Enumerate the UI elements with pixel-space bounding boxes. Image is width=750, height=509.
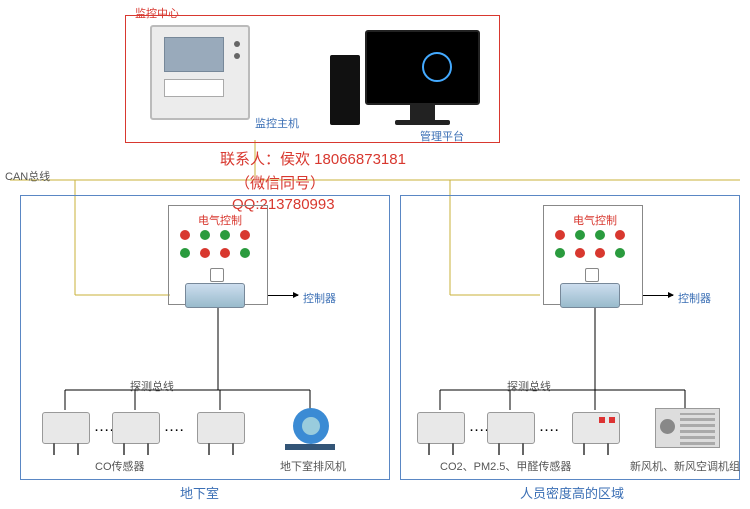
- fresh-air-unit: [655, 408, 720, 448]
- wechat-text: （微信同号）: [235, 172, 325, 193]
- env-sensor-label: CO2、PM2.5、甲醛传感器: [440, 458, 571, 474]
- left-controller-label: 控制器: [303, 290, 336, 306]
- plug-icon: [585, 268, 599, 282]
- left-controller: [185, 283, 245, 308]
- co-sensor-label: CO传感器: [95, 458, 145, 474]
- platform-base: [395, 120, 450, 125]
- dot: [200, 248, 210, 258]
- dot: [595, 248, 605, 258]
- co-sensor: [112, 412, 160, 444]
- dot: [595, 230, 605, 240]
- dot: [240, 248, 250, 258]
- dot: [555, 230, 565, 240]
- platform-stand: [410, 105, 435, 120]
- co-sensor: [42, 412, 90, 444]
- contact-text: 联系人：侯欢 18066873181: [220, 148, 406, 169]
- host-device: [150, 25, 250, 120]
- dot: [240, 230, 250, 240]
- monitor-center-label: 监控中心: [135, 5, 179, 21]
- plug-icon: [210, 268, 224, 282]
- dot: [615, 230, 625, 240]
- platform-label: 管理平台: [420, 128, 464, 144]
- env-sensor: [417, 412, 465, 444]
- left-elec-label: 电气控制: [198, 212, 242, 228]
- highdensity-label: 人员密度高的区域: [520, 483, 624, 502]
- right-elec-label: 电气控制: [573, 212, 617, 228]
- dot: [615, 248, 625, 258]
- dot: [180, 230, 190, 240]
- fan-icon: [285, 408, 335, 450]
- can-bus-label: CAN总线: [5, 168, 50, 184]
- dot: [200, 230, 210, 240]
- right-controller: [560, 283, 620, 308]
- platform-monitor: [365, 30, 480, 105]
- env-sensor: [487, 412, 535, 444]
- right-controller-label: 控制器: [678, 290, 711, 306]
- basement-label: 地下室: [180, 483, 219, 502]
- host-label: 监控主机: [255, 115, 299, 131]
- dot: [575, 248, 585, 258]
- dot: [220, 230, 230, 240]
- co-sensor: [197, 412, 245, 444]
- right-detect-label: 探测总线: [507, 378, 551, 394]
- dot: [220, 248, 230, 258]
- arrow-icon: [643, 295, 673, 296]
- dot: [575, 230, 585, 240]
- dot: [180, 248, 190, 258]
- platform-tower: [330, 55, 360, 125]
- left-detect-label: 探测总线: [130, 378, 174, 394]
- arrow-icon: [268, 295, 298, 296]
- env-sensor: [572, 412, 620, 444]
- freshair-label: 新风机、新风空调机组: [630, 458, 740, 474]
- ellipsis: ....: [165, 422, 185, 434]
- ellipsis: ....: [540, 422, 560, 434]
- dot: [555, 248, 565, 258]
- fan-label: 地下室排风机: [280, 458, 346, 474]
